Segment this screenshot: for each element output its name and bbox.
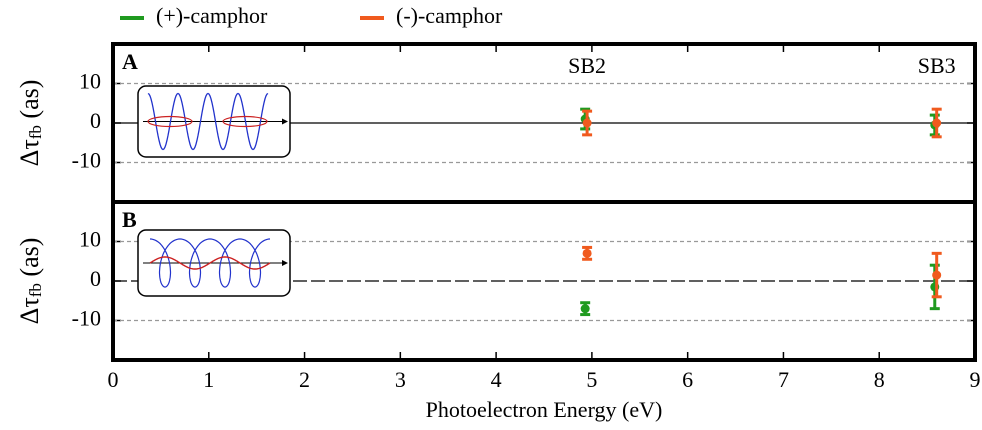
data-point [932, 118, 942, 128]
inset-orbit [147, 115, 193, 128]
panel-label: A [122, 49, 138, 74]
legend-label: (+)-camphor [156, 3, 268, 28]
x-tick-label: 4 [491, 367, 502, 392]
data-point [582, 248, 592, 258]
inset-wave [149, 256, 271, 270]
y-tick-label: 0 [90, 266, 101, 291]
y-tick-label: -10 [72, 148, 101, 173]
inset-wave [147, 92, 269, 151]
x-tick-label: 8 [874, 367, 885, 392]
annotation: SB2 [568, 53, 606, 78]
y-axis-label: Δτfb (as) [15, 238, 45, 325]
legend-label: (-)-camphor [396, 3, 503, 28]
x-tick-label: 3 [395, 367, 406, 392]
y-axis-label-part: Δτ [15, 297, 44, 324]
y-axis-label-part: fb [26, 125, 45, 139]
x-tick-label: 7 [778, 367, 789, 392]
y-axis-label-part: (as) [15, 238, 44, 283]
plot-frame [111, 200, 977, 362]
y-axis-label-part: (as) [15, 80, 44, 125]
y-tick-label: -10 [72, 306, 101, 331]
x-tick-label: 6 [682, 367, 693, 392]
y-axis-label-part: Δτ [15, 139, 44, 166]
x-tick-label: 0 [108, 367, 119, 392]
inset-helix [150, 238, 270, 288]
x-tick-label: 1 [203, 367, 214, 392]
annotation: SB3 [918, 53, 956, 78]
x-axis-label: Photoelectron Energy (eV) [426, 397, 663, 422]
panel-label: B [122, 207, 137, 232]
inset-arrow [282, 118, 288, 125]
data-point [580, 304, 590, 314]
y-axis-label-part: fb [26, 283, 45, 297]
x-tick-label: 5 [586, 367, 597, 392]
data-point [932, 270, 942, 280]
data-point [582, 118, 592, 128]
inset-orbit [222, 115, 268, 128]
inset-arrow [282, 260, 288, 266]
y-tick-label: 10 [79, 69, 101, 94]
x-tick-label: 2 [299, 367, 310, 392]
y-axis-label: Δτfb (as) [15, 80, 45, 167]
y-tick-label: 0 [90, 108, 101, 133]
y-tick-label: 10 [79, 227, 101, 252]
x-tick-label: 9 [970, 367, 981, 392]
